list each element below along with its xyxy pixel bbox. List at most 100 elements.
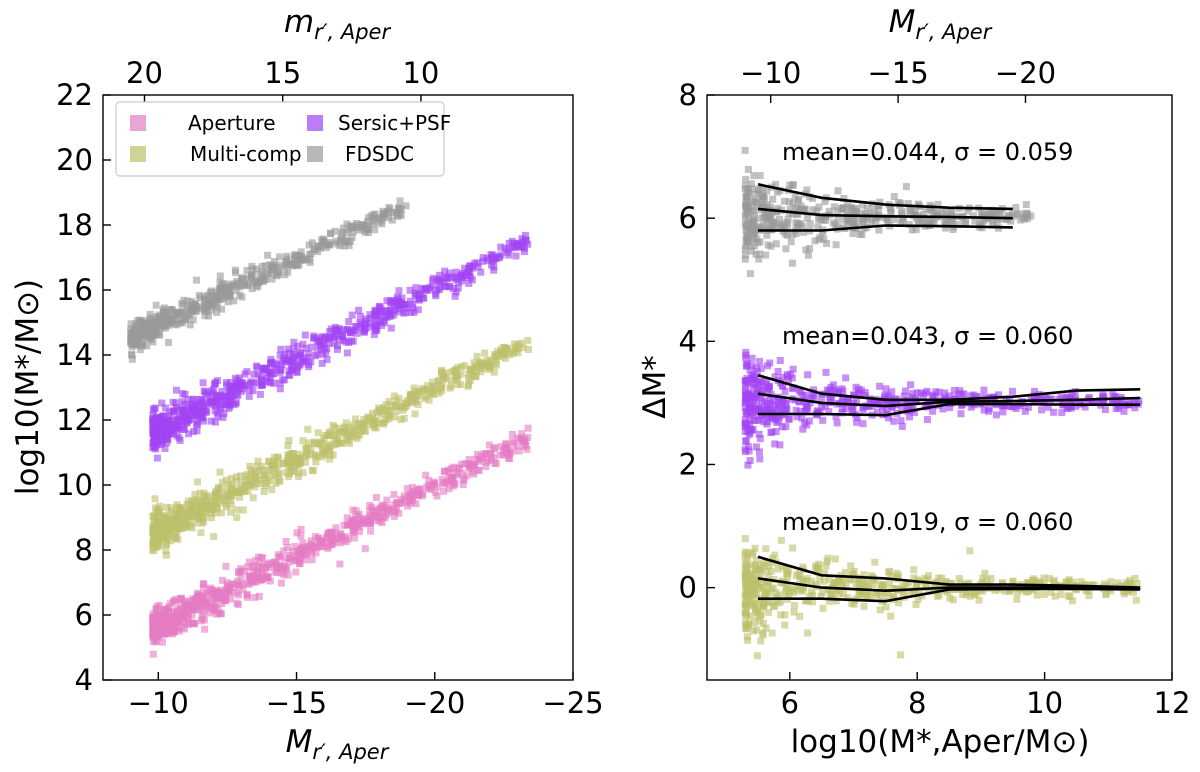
data-point — [400, 492, 408, 500]
data-point — [979, 574, 987, 582]
data-point — [260, 488, 268, 495]
data-point — [505, 239, 513, 247]
data-point — [228, 484, 236, 492]
data-point — [1114, 579, 1122, 587]
data-point — [834, 187, 842, 195]
data-point — [1050, 408, 1058, 416]
data-point — [804, 371, 812, 379]
data-point — [853, 418, 861, 426]
data-point — [364, 217, 372, 225]
data-point — [339, 224, 347, 232]
data-point — [226, 392, 234, 400]
data-point — [310, 245, 318, 253]
data-point — [751, 576, 758, 584]
data-point — [816, 576, 824, 583]
data-point — [767, 400, 774, 408]
data-point — [967, 392, 975, 400]
data-point — [947, 208, 955, 216]
right-x-axis-label: log10(M*,Aper/M⊙) — [791, 724, 1090, 760]
data-point — [1009, 578, 1017, 586]
right-top-tick-label: −10 — [740, 56, 801, 90]
data-point — [211, 587, 219, 595]
data-point — [1024, 403, 1032, 411]
data-point — [900, 392, 908, 400]
data-point — [232, 477, 240, 485]
left-y-tick-label: 6 — [75, 598, 93, 632]
data-point — [239, 506, 247, 514]
data-point — [258, 376, 266, 384]
data-point — [299, 437, 307, 445]
data-point — [746, 457, 754, 465]
data-point — [1069, 597, 1076, 605]
data-point — [297, 526, 305, 533]
data-point — [290, 338, 298, 346]
data-point — [771, 440, 779, 448]
data-point — [931, 394, 939, 402]
data-point — [219, 576, 226, 584]
data-point — [852, 383, 860, 391]
data-point — [188, 619, 196, 627]
data-point — [264, 269, 272, 277]
data-point — [295, 361, 303, 369]
data-point — [221, 497, 229, 505]
left-y-tick-label: 14 — [56, 338, 93, 372]
data-point — [779, 395, 787, 403]
data-point — [158, 625, 166, 633]
data-point — [1114, 398, 1122, 406]
data-point — [447, 382, 455, 390]
data-point — [993, 219, 1001, 227]
data-point — [741, 182, 749, 190]
data-point — [852, 208, 860, 216]
data-point — [771, 401, 779, 409]
data-point — [520, 248, 528, 256]
data-point — [939, 405, 947, 413]
data-point — [741, 255, 749, 263]
annotation-sersic: mean=0.043, σ = 0.060 — [782, 322, 1073, 350]
data-point — [503, 443, 511, 451]
data-point — [246, 462, 254, 470]
data-point — [776, 591, 784, 599]
data-point — [765, 578, 773, 586]
data-point — [206, 400, 214, 408]
data-point — [1089, 398, 1096, 406]
data-point — [286, 371, 294, 379]
data-point — [1038, 406, 1046, 414]
data-point — [850, 391, 858, 399]
data-point — [335, 336, 343, 344]
legend-swatch-aperture — [130, 115, 146, 131]
data-point — [254, 457, 262, 465]
data-point — [747, 180, 755, 188]
data-point — [316, 242, 324, 250]
data-point — [820, 577, 828, 585]
legend-label-aperture: Aperture — [188, 111, 276, 135]
data-point — [190, 428, 198, 435]
data-point — [151, 424, 159, 432]
data-point — [246, 386, 254, 394]
data-point — [973, 588, 981, 596]
data-point — [135, 316, 143, 324]
data-point — [251, 593, 259, 601]
data-point — [249, 265, 257, 273]
data-point — [343, 349, 351, 357]
data-point — [127, 325, 135, 333]
data-point — [487, 456, 495, 464]
data-point — [248, 563, 256, 571]
data-point — [159, 638, 166, 646]
data-point — [764, 574, 772, 582]
data-point — [153, 414, 161, 422]
data-point — [320, 344, 328, 352]
data-point — [806, 220, 814, 228]
data-point — [217, 404, 225, 412]
data-point — [202, 590, 210, 598]
data-point — [1133, 580, 1141, 588]
data-point — [796, 612, 804, 620]
data-point — [965, 579, 973, 587]
data-point — [259, 466, 267, 474]
data-point — [288, 547, 296, 555]
data-point — [330, 339, 338, 347]
data-point — [364, 414, 372, 422]
data-point — [233, 473, 241, 481]
data-point — [745, 225, 753, 233]
data-point — [178, 319, 186, 327]
data-point — [370, 331, 378, 339]
